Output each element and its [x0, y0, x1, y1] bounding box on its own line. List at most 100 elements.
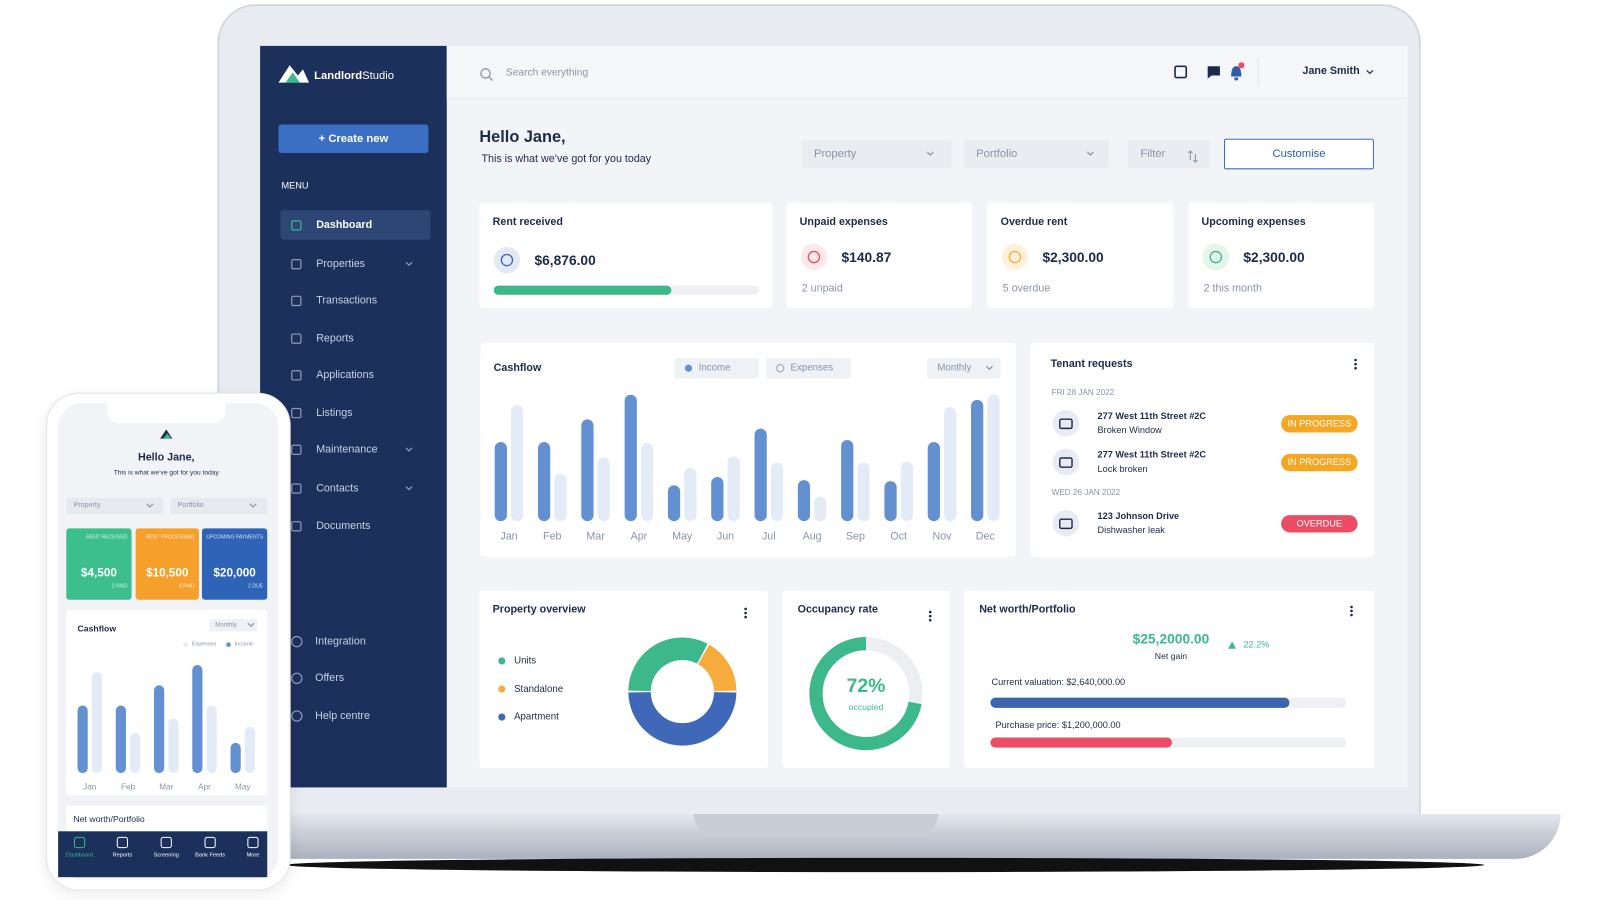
greeting-title: Hello Jane,	[479, 128, 566, 147]
menu-item[interactable]: Applications	[316, 368, 374, 382]
mobile-greeting: Hello Jane,	[137, 451, 195, 464]
stat-note: 2 unpaid	[801, 282, 843, 295]
menu-item[interactable]: Transactions	[316, 294, 378, 307]
legend-label: Income	[698, 362, 731, 374]
mobile-card-label: RENT RECEIVED	[86, 534, 128, 541]
request-address: 123 Johnson Drive	[1097, 510, 1180, 521]
mobile-card	[201, 528, 268, 600]
menu-active	[280, 210, 431, 240]
legend-pill	[674, 358, 759, 379]
request-issue: Dishwasher leak	[1097, 524, 1165, 536]
menu-item[interactable]: Listings	[316, 406, 353, 419]
request-address: 277 West 11th Street #2C	[1097, 410, 1207, 421]
user-name: Jane Smith	[1302, 64, 1360, 78]
topbar	[446, 45, 1408, 99]
menu-item[interactable]: Documents	[316, 519, 371, 533]
mobile-card-label: UPCOMING PAYMENTS	[206, 534, 264, 541]
request-status: IN PROGRESS	[1281, 415, 1358, 433]
mobile-card-note: 2 PAID	[111, 583, 128, 590]
mobile-card-value: $4,500	[80, 567, 117, 580]
legend-label: Units	[514, 655, 537, 667]
greeting-subtitle: This is what we’ve got for you today	[481, 152, 652, 165]
menu-item[interactable]: Integration	[315, 635, 366, 648]
filter-property[interactable]: Property	[801, 139, 952, 169]
mobile-nav-label[interactable]: Reports	[112, 852, 133, 859]
mobile-networth-title: Net worth/Portfolio	[73, 813, 145, 825]
laptop-notch	[693, 813, 939, 835]
create-button[interactable]: + Create new	[278, 124, 429, 153]
phone-notch	[107, 402, 226, 424]
filter-portfolio[interactable]: Portfolio	[963, 139, 1109, 169]
mobile-cashflow-title: Cashflow	[77, 623, 117, 634]
progress-track	[493, 285, 759, 295]
request-status: IN PROGRESS	[1281, 453, 1358, 472]
laptop-shadow	[285, 857, 1485, 873]
networth-caption: Net gain	[1154, 650, 1188, 661]
request-issue: Broken Window	[1097, 424, 1162, 436]
legend-label: Apartment	[514, 711, 559, 723]
networth-bar-label: Current valuation: $2,640,000.00	[991, 676, 1126, 688]
mobile-nav-label[interactable]: Dashboard	[65, 852, 94, 859]
mobile-filter[interactable]: Property	[66, 497, 164, 515]
mobile-legend-label: Income	[234, 641, 254, 648]
request-date: WED 26 JAN 2022	[1051, 487, 1121, 497]
mobile-cashflow-card	[66, 609, 268, 796]
stat-title: Upcoming expenses	[1201, 215, 1306, 229]
menu-item[interactable]: Offers	[315, 671, 345, 685]
request-address: 277 West 11th Street #2C	[1097, 449, 1207, 460]
stat-value: $6,876.00	[534, 252, 596, 269]
networth-bar-label: Purchase price: $1,200,000.00	[995, 719, 1121, 730]
mobile-filter[interactable]: Portfolio	[170, 497, 268, 515]
tenant-title: Tenant requests	[1050, 357, 1133, 370]
mobile-nav-label[interactable]: Screening	[153, 852, 179, 859]
stat-value: $2,300.00	[1042, 249, 1104, 266]
menu-item[interactable]: Maintenance	[316, 443, 378, 456]
customise-button[interactable]: Customise	[1224, 138, 1374, 170]
stat-title: Rent received	[492, 215, 563, 229]
occupancy-value: 72%	[846, 675, 886, 698]
menu-item[interactable]: Reports	[316, 332, 354, 345]
property-title: Property overview	[492, 603, 586, 616]
mobile-card-value: $10,500	[146, 567, 189, 580]
brand-light: Studio	[362, 69, 394, 83]
stat-title: Overdue rent	[1000, 215, 1068, 229]
cashflow-card	[480, 342, 1016, 557]
period-select[interactable]: Monthly	[927, 358, 1001, 379]
stat-value: $2,300.00	[1243, 249, 1305, 266]
mobile-card-label: RENT PROCESSING	[145, 534, 195, 541]
brand: LandlordStudio	[314, 70, 394, 83]
brand-bold: Landlord	[314, 69, 363, 83]
mobile-card	[135, 528, 199, 600]
mobile-legend-label: Expenses	[191, 641, 217, 648]
request-date: FRI 28 JAN 2022	[1051, 387, 1115, 397]
request-status: OVERDUE	[1281, 515, 1358, 533]
filter-button[interactable]: Filter	[1128, 139, 1210, 169]
networth-bar-track	[990, 737, 1347, 748]
menu-item[interactable]: Dashboard	[316, 218, 373, 232]
stat-note: 2 this month	[1203, 282, 1262, 295]
mobile-nav-label[interactable]: More	[246, 852, 260, 859]
menu-item[interactable]: Help centre	[315, 709, 370, 722]
stat-title: Unpaid expenses	[799, 215, 888, 229]
legend-label: Expenses	[790, 362, 834, 374]
mobile-period[interactable]: Monthly	[209, 619, 258, 632]
networth-title: Net worth/Portfolio	[979, 603, 1076, 616]
legend-label: Standalone	[514, 683, 564, 695]
networth-change: 22.2%	[1243, 639, 1270, 650]
mobile-card	[66, 528, 132, 600]
stat-value: $140.87	[841, 249, 892, 266]
search-placeholder: Search everything	[505, 67, 589, 79]
topbar-divider	[1257, 58, 1259, 87]
menu-item[interactable]: Properties	[316, 257, 366, 270]
mobile-networth-card	[66, 805, 268, 832]
occupancy-title: Occupancy rate	[797, 603, 879, 616]
mobile-card-note: 2 DUE	[248, 583, 264, 590]
occupancy-caption: occupied	[848, 701, 884, 712]
mobile-nav-label[interactable]: Bank Feeds	[195, 852, 226, 859]
stat-note: 5 overdue	[1002, 282, 1051, 295]
menu-item[interactable]: Contacts	[316, 482, 359, 495]
legend-pill	[766, 358, 851, 379]
request-issue: Lock broken	[1097, 463, 1148, 474]
